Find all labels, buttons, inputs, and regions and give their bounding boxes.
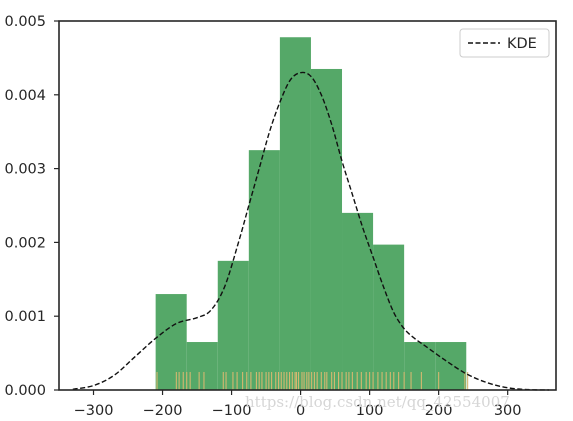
histogram-bars: [155, 37, 467, 391]
x-tick-label: 200: [425, 403, 453, 419]
kde-line: [72, 71, 550, 391]
x-tick-label: 300: [494, 403, 522, 419]
x-axis-ticks: −300 −200 −100 0 100 200 300: [74, 390, 522, 419]
histogram-bar: [155, 294, 187, 390]
plot-frame: [58, 20, 557, 391]
x-tick-label: −300: [74, 403, 114, 419]
histogram-bar: [186, 342, 218, 390]
histogram-bar: [342, 212, 374, 390]
histogram-bar: [310, 68, 343, 390]
x-tick-label: −100: [212, 403, 252, 419]
y-tick-label: 0.003: [4, 162, 46, 178]
legend-box: [459, 28, 550, 58]
watermark-text: https://blog.csdn.net/qq_42554007: [245, 393, 510, 411]
y-axis-ticks: 0.000 0.001 0.002 0.003 0.004 0.005: [4, 14, 59, 399]
histogram-bar: [435, 342, 467, 390]
y-tick-label: 0.000: [4, 383, 46, 399]
histogram-bar: [217, 260, 249, 390]
y-tick-label: 0.004: [4, 88, 46, 104]
histogram-bar: [373, 244, 405, 390]
rug-marks: [156, 372, 469, 390]
y-tick-label: 0.005: [4, 14, 46, 30]
legend: KDE: [459, 28, 550, 58]
x-tick-label: 0: [296, 403, 305, 419]
histogram-bar: [279, 37, 311, 391]
histogram-bar: [248, 150, 280, 390]
y-tick-label: 0.002: [4, 235, 46, 251]
y-tick-label: 0.001: [4, 309, 46, 325]
x-tick-label: −200: [143, 403, 183, 419]
x-tick-label: 100: [356, 403, 384, 419]
legend-kde-label: KDE: [507, 36, 537, 52]
